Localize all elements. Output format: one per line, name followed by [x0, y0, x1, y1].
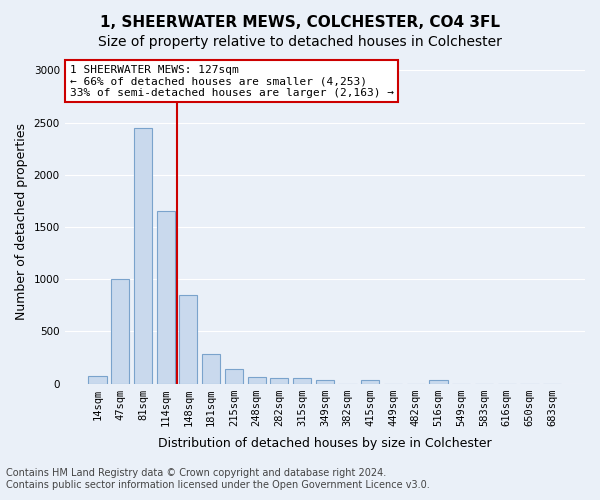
- Bar: [225, 369, 243, 384]
- Text: Contains HM Land Registry data © Crown copyright and database right 2024.
Contai: Contains HM Land Registry data © Crown c…: [6, 468, 430, 490]
- Bar: [88, 376, 107, 384]
- Text: Size of property relative to detached houses in Colchester: Size of property relative to detached ho…: [98, 35, 502, 49]
- Text: 1 SHEERWATER MEWS: 127sqm
← 66% of detached houses are smaller (4,253)
33% of se: 1 SHEERWATER MEWS: 127sqm ← 66% of detac…: [70, 65, 394, 98]
- Bar: [248, 378, 266, 384]
- Bar: [157, 212, 175, 384]
- X-axis label: Distribution of detached houses by size in Colchester: Distribution of detached houses by size …: [158, 437, 491, 450]
- Bar: [202, 354, 220, 384]
- Bar: [179, 295, 197, 384]
- Bar: [270, 378, 289, 384]
- Text: 1, SHEERWATER MEWS, COLCHESTER, CO4 3FL: 1, SHEERWATER MEWS, COLCHESTER, CO4 3FL: [100, 15, 500, 30]
- Bar: [430, 380, 448, 384]
- Bar: [361, 380, 379, 384]
- Bar: [111, 279, 129, 384]
- Bar: [134, 128, 152, 384]
- Y-axis label: Number of detached properties: Number of detached properties: [15, 124, 28, 320]
- Bar: [316, 380, 334, 384]
- Bar: [293, 378, 311, 384]
